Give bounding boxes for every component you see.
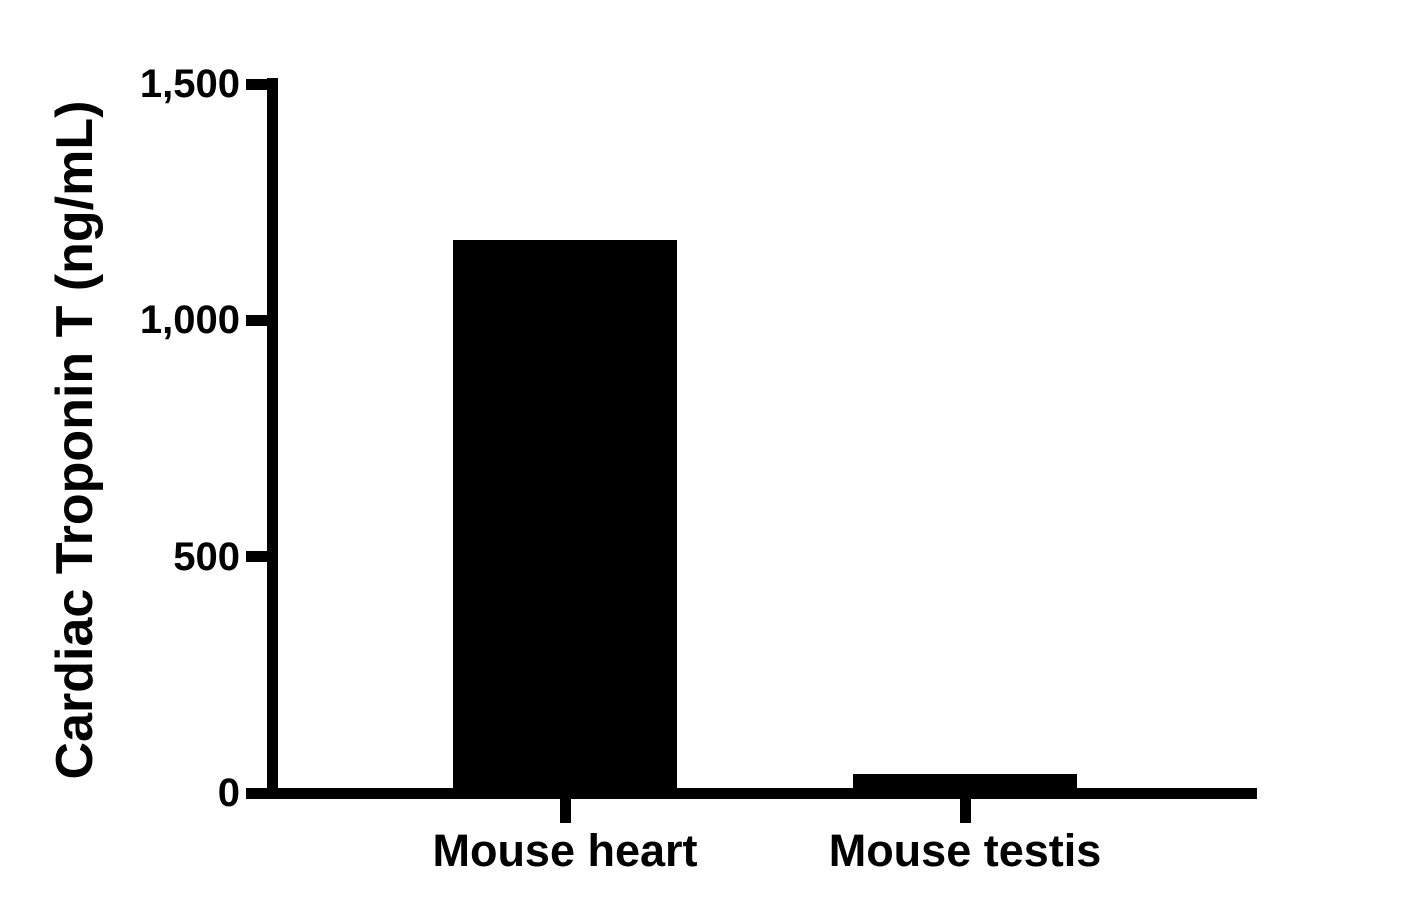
y-tick-mark xyxy=(246,787,267,799)
y-axis-title: Cardiac Troponin T (ng/mL) xyxy=(46,100,104,780)
y-tick-label: 1,500 xyxy=(139,62,240,106)
y-tick-label: 0 xyxy=(217,771,240,815)
y-tick-label: 1,000 xyxy=(139,298,240,343)
x-tick-mark xyxy=(559,798,571,823)
y-tick-mark xyxy=(246,78,267,90)
x-tick-mark xyxy=(959,798,971,823)
bar-mouse-heart xyxy=(453,239,677,799)
x-category-label: Mouse heart xyxy=(432,825,698,876)
y-axis-line xyxy=(267,78,278,798)
y-tick-mark xyxy=(246,314,267,326)
x-axis-line xyxy=(267,788,1257,799)
bar-mouse-testis xyxy=(853,774,1077,799)
y-tick-mark xyxy=(246,551,267,563)
x-category-label: Mouse testis xyxy=(828,825,1102,876)
y-tick-label: 500 xyxy=(173,534,240,579)
